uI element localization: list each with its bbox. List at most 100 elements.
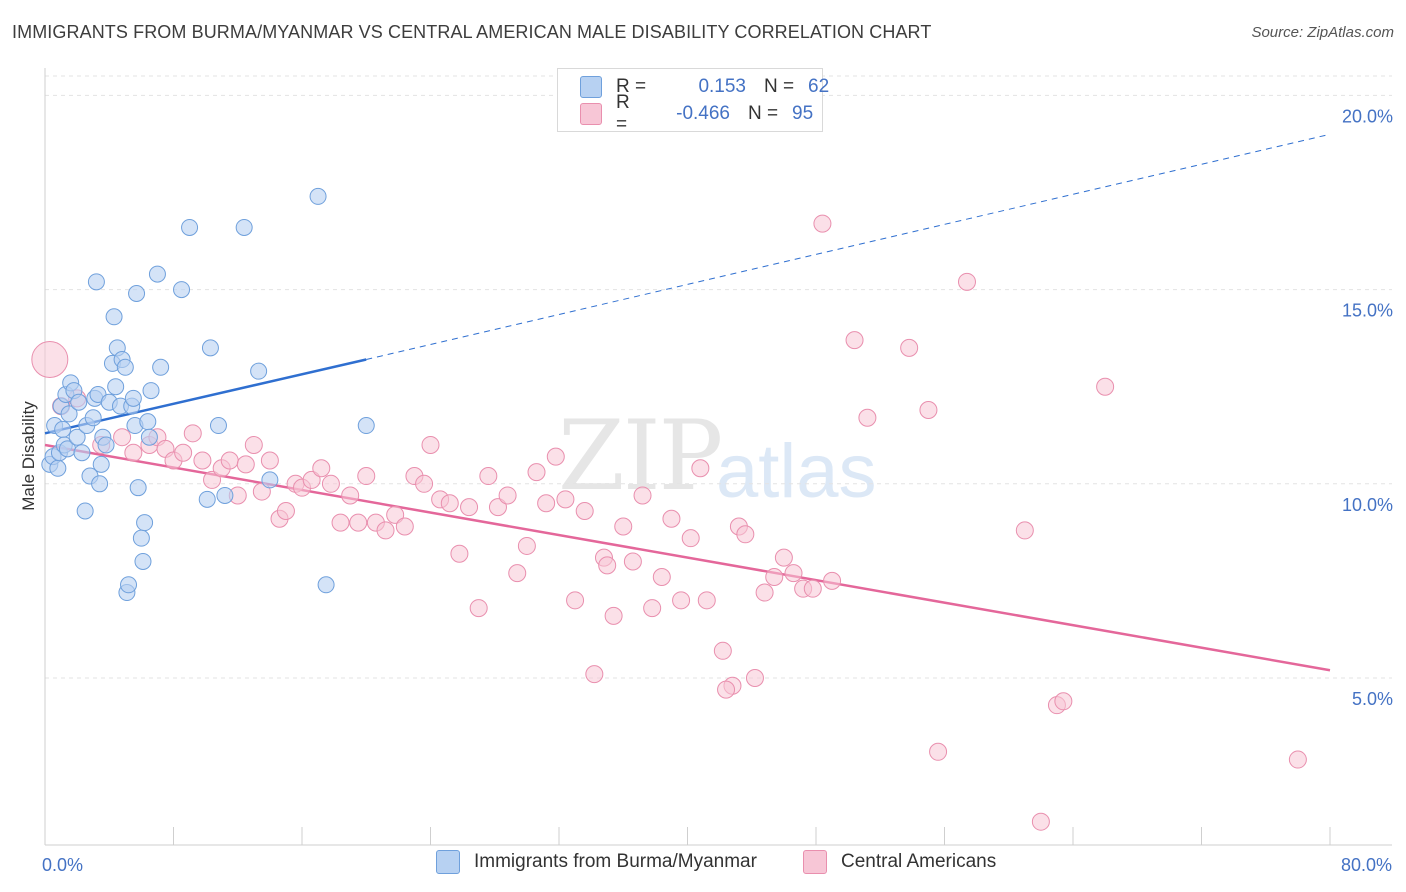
chart-title: IMMIGRANTS FROM BURMA/MYANMAR VS CENTRAL… bbox=[12, 22, 932, 42]
trend-lines bbox=[44, 133, 1331, 672]
burma-point bbox=[357, 417, 375, 435]
central-americans-point bbox=[321, 474, 340, 493]
central-americans-point bbox=[479, 467, 498, 486]
central-americans-point bbox=[774, 548, 793, 567]
central-americans-point bbox=[183, 424, 202, 443]
legend-swatch-blue bbox=[580, 76, 602, 98]
burma-point bbox=[317, 576, 335, 594]
central-americans-point bbox=[585, 665, 604, 684]
legend-row-burma: R = 0.153 N = 62 bbox=[580, 74, 829, 100]
burma-trend-extension bbox=[366, 133, 1331, 361]
central-americans-point bbox=[823, 571, 842, 590]
y-tick-label: 15.0% bbox=[1342, 301, 1393, 321]
central-americans-point bbox=[498, 486, 517, 505]
central-americans-point bbox=[598, 556, 617, 575]
central-americans-point bbox=[341, 486, 360, 505]
central-americans-point bbox=[546, 447, 565, 466]
central-americans-point bbox=[517, 536, 536, 555]
central-americans-point bbox=[1015, 521, 1034, 540]
burma-point bbox=[84, 409, 102, 427]
x-tick-label: 80.0% bbox=[1341, 855, 1392, 875]
central-americans-point bbox=[1054, 692, 1073, 711]
central-americans-point bbox=[469, 599, 488, 618]
central-americans-point bbox=[662, 509, 681, 528]
burma-point bbox=[235, 218, 253, 236]
burma-myanmar-points bbox=[41, 187, 375, 602]
series-legend-item-central-americans[interactable]: Central Americans bbox=[803, 850, 996, 874]
burma-point bbox=[91, 475, 109, 493]
series-swatch-blue bbox=[436, 850, 460, 874]
burma-point bbox=[261, 471, 279, 489]
legend-r-label: R = bbox=[616, 76, 647, 97]
central-americans-point bbox=[672, 591, 691, 610]
burma-point bbox=[181, 218, 199, 236]
burma-point bbox=[124, 389, 142, 407]
correlation-legend: R = 0.153 N = 62 R = -0.466 N = 95 bbox=[557, 68, 829, 135]
series-legend-item-burma[interactable]: Immigrants from Burma/Myanmar bbox=[436, 850, 757, 874]
burma-point bbox=[128, 284, 146, 302]
central-americans-point bbox=[765, 568, 784, 587]
central-americans-point bbox=[349, 513, 368, 532]
central-americans-point bbox=[1031, 812, 1050, 831]
central-americans-point bbox=[566, 591, 585, 610]
central-americans-point bbox=[460, 498, 479, 517]
central-americans-point bbox=[858, 408, 877, 427]
central-americans-point bbox=[713, 641, 732, 660]
x-tick-label: 0.0% bbox=[42, 855, 83, 875]
central-americans-points bbox=[31, 214, 1307, 831]
legend-r-label: R = bbox=[616, 92, 630, 135]
y-tick-label: 5.0% bbox=[1352, 689, 1393, 709]
central-americans-point bbox=[331, 513, 350, 532]
burma-point bbox=[76, 502, 94, 520]
grid-lines bbox=[45, 75, 1392, 679]
central-americans-point bbox=[386, 505, 405, 524]
central-americans-point bbox=[193, 451, 212, 470]
legend-n-value: 95 bbox=[792, 103, 814, 124]
burma-point bbox=[309, 187, 327, 205]
central-americans-point bbox=[633, 486, 652, 505]
series-name-burma: Immigrants from Burma/Myanmar bbox=[474, 851, 757, 872]
central-americans-point bbox=[736, 525, 755, 544]
central-americans-point bbox=[813, 214, 832, 233]
central-americans-point bbox=[124, 443, 143, 462]
central-americans-point bbox=[919, 401, 938, 420]
burma-point bbox=[250, 362, 268, 380]
burma-point bbox=[105, 308, 123, 326]
burma-point bbox=[70, 393, 88, 411]
burma-point bbox=[152, 358, 170, 376]
series-swatch-pink bbox=[803, 850, 827, 874]
central-americans-point bbox=[415, 474, 434, 493]
central-americans-point bbox=[784, 564, 803, 583]
burma-point bbox=[209, 417, 227, 435]
central-americans-point bbox=[957, 272, 976, 291]
y-tick-label: 10.0% bbox=[1342, 495, 1393, 515]
central-americans-point bbox=[421, 435, 440, 454]
central-americans-point bbox=[1096, 377, 1115, 396]
central-americans-point bbox=[755, 583, 774, 602]
burma-point bbox=[97, 436, 115, 454]
central-americans-point bbox=[652, 568, 671, 587]
burma-point bbox=[92, 455, 110, 473]
burma-point bbox=[136, 514, 154, 532]
y-tick-label: 20.0% bbox=[1342, 106, 1393, 126]
legend-n-label: N = bbox=[764, 76, 795, 97]
central-americans-point bbox=[220, 451, 239, 470]
central-americans-point bbox=[113, 428, 132, 447]
central-americans-point bbox=[440, 494, 459, 513]
burma-point bbox=[120, 576, 138, 594]
legend-swatch-pink bbox=[580, 103, 602, 125]
burma-point bbox=[60, 405, 78, 423]
central-americans-point bbox=[376, 521, 395, 540]
central-americans-point bbox=[276, 501, 295, 520]
burma-point bbox=[132, 529, 150, 547]
central-americans-point bbox=[575, 501, 594, 520]
burma-point bbox=[140, 428, 158, 446]
burma-point bbox=[54, 420, 72, 438]
y-axis-title: Male Disability bbox=[19, 401, 38, 511]
burma-point bbox=[173, 281, 191, 299]
central-americans-point bbox=[450, 544, 469, 563]
burma-point bbox=[116, 358, 134, 376]
central-americans-point bbox=[527, 463, 546, 482]
burma-point bbox=[201, 339, 219, 357]
central-americans-point bbox=[244, 435, 263, 454]
